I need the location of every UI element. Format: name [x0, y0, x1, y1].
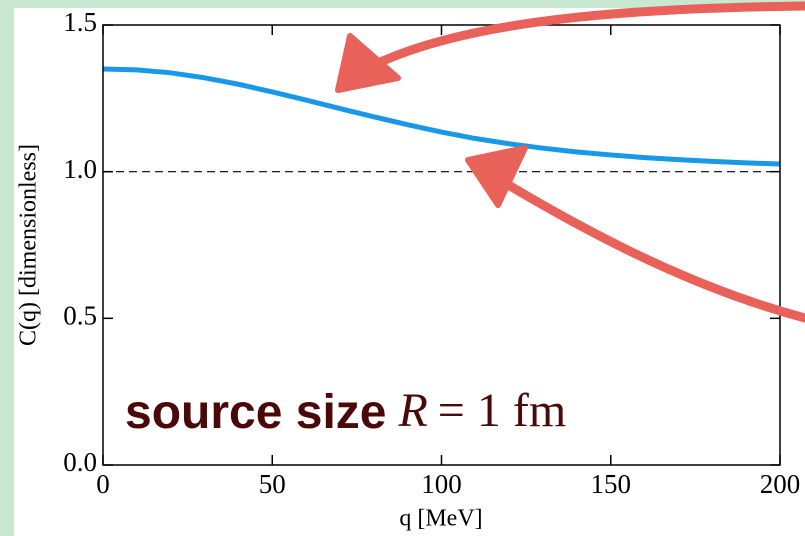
x-axis-label: q [MeV]	[399, 506, 482, 532]
y-tick-label: 1.5	[63, 7, 97, 37]
data-line	[102, 66, 781, 167]
x-tick-label: 50	[259, 469, 286, 499]
y-tick-label: 0.5	[63, 301, 97, 331]
arrow-shaft	[495, 175, 805, 323]
annotation: source size R = 1 fm	[125, 384, 566, 439]
arrow-head	[465, 145, 528, 208]
arrow-shaft	[367, 1, 805, 71]
arrow-head	[335, 33, 401, 93]
annotation-symbol: R	[397, 384, 427, 437]
annotation-equation: = 1 fm	[438, 384, 566, 437]
x-tick-label: 100	[421, 469, 462, 499]
annotation-label: source size	[125, 386, 386, 439]
y-axis-label: C(q) [dimensionless]	[16, 144, 42, 346]
x-tick-label: 150	[591, 469, 632, 499]
x-tick-label: 0	[96, 469, 110, 499]
annotation-arrows	[335, 1, 805, 323]
x-tick-label: 200	[760, 469, 801, 499]
y-tick-label: 1.0	[63, 154, 97, 184]
y-tick-label: 0.0	[63, 447, 97, 477]
